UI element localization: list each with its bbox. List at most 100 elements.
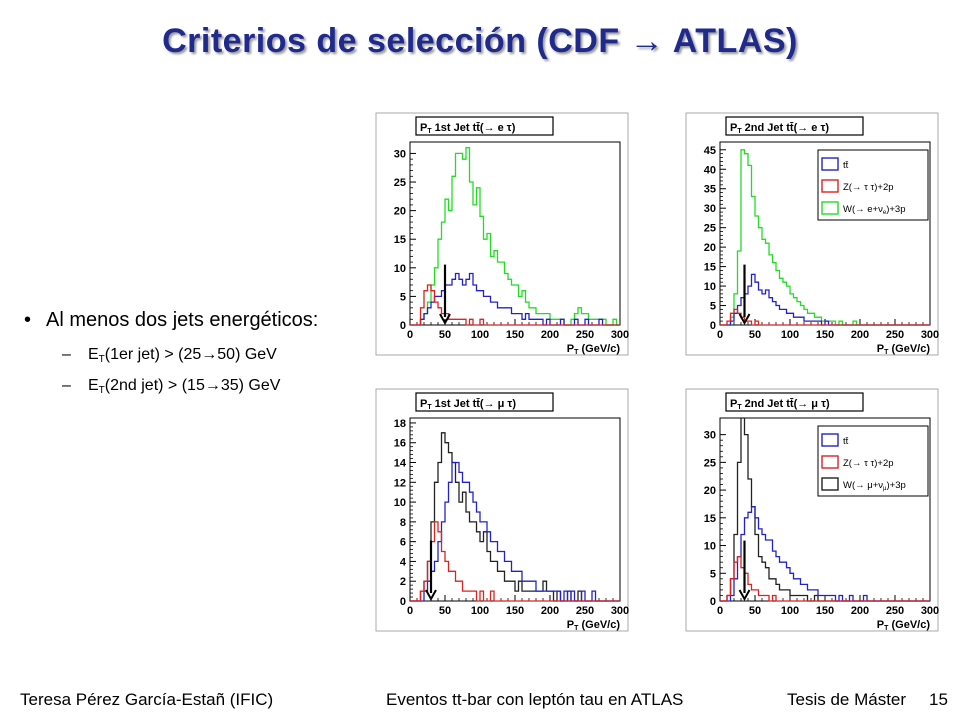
legend-entry: tt̄	[843, 436, 849, 447]
plot-svg-2: PT 1st Jet tt̄(→ μ τ) 0 2 4 6 8 10 12 14 16 18 0 50 1…	[375, 388, 629, 632]
y-tick-label: 0	[710, 596, 716, 608]
title-box	[415, 392, 554, 412]
y-tick-label: 18	[394, 418, 406, 430]
y-tick-label: 25	[704, 457, 716, 469]
legend-box	[817, 149, 929, 221]
y-tick-label: 5	[400, 291, 406, 303]
x-tick-label: 200	[851, 605, 869, 617]
slide-title: Criterios de selección (CDF → ATLAS)	[162, 22, 798, 60]
sub-dash-1: –	[62, 346, 71, 363]
y-tick-label: 12	[394, 477, 406, 489]
bullet-text: Al menos dos jets energéticos:	[46, 309, 319, 331]
chart-title: PT 2nd Jet tt̄(→ μ τ)	[730, 398, 830, 411]
x-tick-label: 50	[749, 329, 761, 341]
cut-arrow-head	[439, 313, 451, 326]
legend-swatch	[821, 157, 839, 171]
sub2-subscript: T	[98, 385, 105, 396]
y-tick-label: 5	[710, 301, 716, 313]
y-tick-label: 0	[400, 320, 406, 332]
legend-entry: tt̄	[843, 160, 849, 171]
legend-entry: W(→ e+νe)+3p	[843, 204, 905, 216]
cut-arrow-head	[738, 313, 751, 326]
y-tick-label: 0	[400, 596, 406, 608]
x-tick-label: 250	[576, 329, 594, 341]
y-tick-label: 15	[704, 513, 716, 525]
y-tick-label: 8	[400, 517, 406, 529]
legend-box	[817, 425, 929, 497]
x-tick-label: 150	[816, 329, 834, 341]
y-tick-label: 6	[400, 537, 406, 549]
bullet-dot: •	[24, 309, 32, 331]
sub-bullet-2: – ET(2nd jet) > (15→35) GeV	[62, 377, 280, 396]
x-tick-label: 150	[506, 605, 524, 617]
x-tick-label: 200	[541, 329, 559, 341]
y-tick-label: 2	[400, 576, 406, 588]
sub-bullet-1: – ET(1er jet) > (25→50) GeV	[62, 346, 277, 365]
footer-page-number: 15	[929, 690, 948, 709]
x-tick-label: 50	[439, 329, 451, 341]
x-axis-label: PT (GeV/c)	[567, 343, 621, 356]
sub1-text: (1er jet) > (25	[104, 346, 202, 363]
cut-arrow-head	[738, 589, 751, 602]
x-tick-label: 150	[816, 605, 834, 617]
y-tick-label: 25	[394, 177, 406, 189]
sub-dash-2: –	[62, 377, 71, 394]
y-tick-label: 10	[394, 497, 406, 509]
sub2-arrow: →	[204, 377, 221, 394]
x-tick-label: 100	[471, 605, 489, 617]
y-tick-label: 35	[704, 184, 716, 196]
x-tick-label: 300	[611, 605, 629, 617]
x-tick-label: 50	[749, 605, 761, 617]
sub1-text2: 50) GeV	[217, 346, 277, 363]
x-tick-label: 50	[439, 605, 451, 617]
x-tick-label: 0	[717, 605, 723, 617]
histogram-series-2	[410, 284, 620, 326]
plot-1st-jet-mu-tau: PT 1st Jet tt̄(→ μ τ) 0 2 4 6 8 10 12 14 16 18 0 50 1…	[368, 388, 630, 632]
sub2-prefix: E	[88, 377, 99, 394]
x-tick-label: 0	[717, 329, 723, 341]
y-tick-label: 30	[704, 430, 716, 442]
legend-entry: W(→ μ+νμ)+3p	[843, 480, 906, 492]
x-tick-label: 250	[886, 605, 904, 617]
title-box	[725, 392, 864, 412]
title-box	[415, 116, 554, 136]
x-axis-label: PT (GeV/c)	[877, 343, 931, 356]
x-tick-label: 300	[921, 605, 939, 617]
plot-svg-1: PT 2nd Jet tt̄(→ e τ) 0 5 10 15 20 25 30 35 40 45 0…	[685, 112, 939, 356]
y-tick-label: 14	[394, 458, 407, 470]
y-tick-label: 40	[704, 164, 716, 176]
plot-2nd-jet-mu-tau: PT 2nd Jet tt̄(→ μ τ) 0 5 10 15 20 25 30 0 50 100 1…	[678, 388, 940, 632]
y-tick-label: 30	[394, 148, 406, 160]
histogram-series-2	[410, 521, 620, 602]
x-tick-label: 100	[471, 329, 489, 341]
y-tick-label: 20	[704, 485, 716, 497]
y-tick-label: 16	[394, 438, 406, 450]
chart-title: PT 1st Jet tt̄(→ e τ)	[420, 122, 516, 135]
x-tick-label: 150	[506, 329, 524, 341]
title-box	[725, 116, 864, 136]
cut-arrow-head	[425, 589, 437, 602]
plot-2nd-jet-e-tau: PT 2nd Jet tt̄(→ e τ) 0 5 10 15 20 25 30 35 40 45 0…	[678, 112, 940, 356]
x-tick-label: 0	[407, 329, 413, 341]
legend-swatch	[821, 433, 839, 447]
x-tick-label: 200	[541, 605, 559, 617]
sub1-subscript: T	[98, 354, 105, 365]
x-axis-label: PT (GeV/c)	[567, 619, 621, 632]
histogram-series-0	[410, 147, 620, 326]
footer-topic: Eventos tt-bar con leptón tau en ATLAS	[386, 690, 684, 709]
legend-swatch	[821, 201, 839, 215]
x-tick-label: 100	[781, 329, 799, 341]
y-tick-label: 20	[704, 242, 716, 254]
y-tick-label: 25	[704, 223, 716, 235]
footer-author: Teresa Pérez García-Estañ (IFIC)	[20, 690, 274, 709]
sub1-prefix: E	[88, 346, 99, 363]
y-tick-label: 10	[394, 263, 406, 275]
x-tick-label: 250	[576, 605, 594, 617]
y-tick-label: 15	[394, 234, 406, 246]
y-tick-label: 15	[704, 262, 716, 274]
x-tick-label: 300	[611, 329, 629, 341]
y-tick-label: 30	[704, 203, 716, 215]
x-tick-label: 200	[851, 329, 869, 341]
y-tick-label: 10	[704, 281, 716, 293]
legend-entry: Z(→ τ τ)+2p	[843, 458, 894, 469]
